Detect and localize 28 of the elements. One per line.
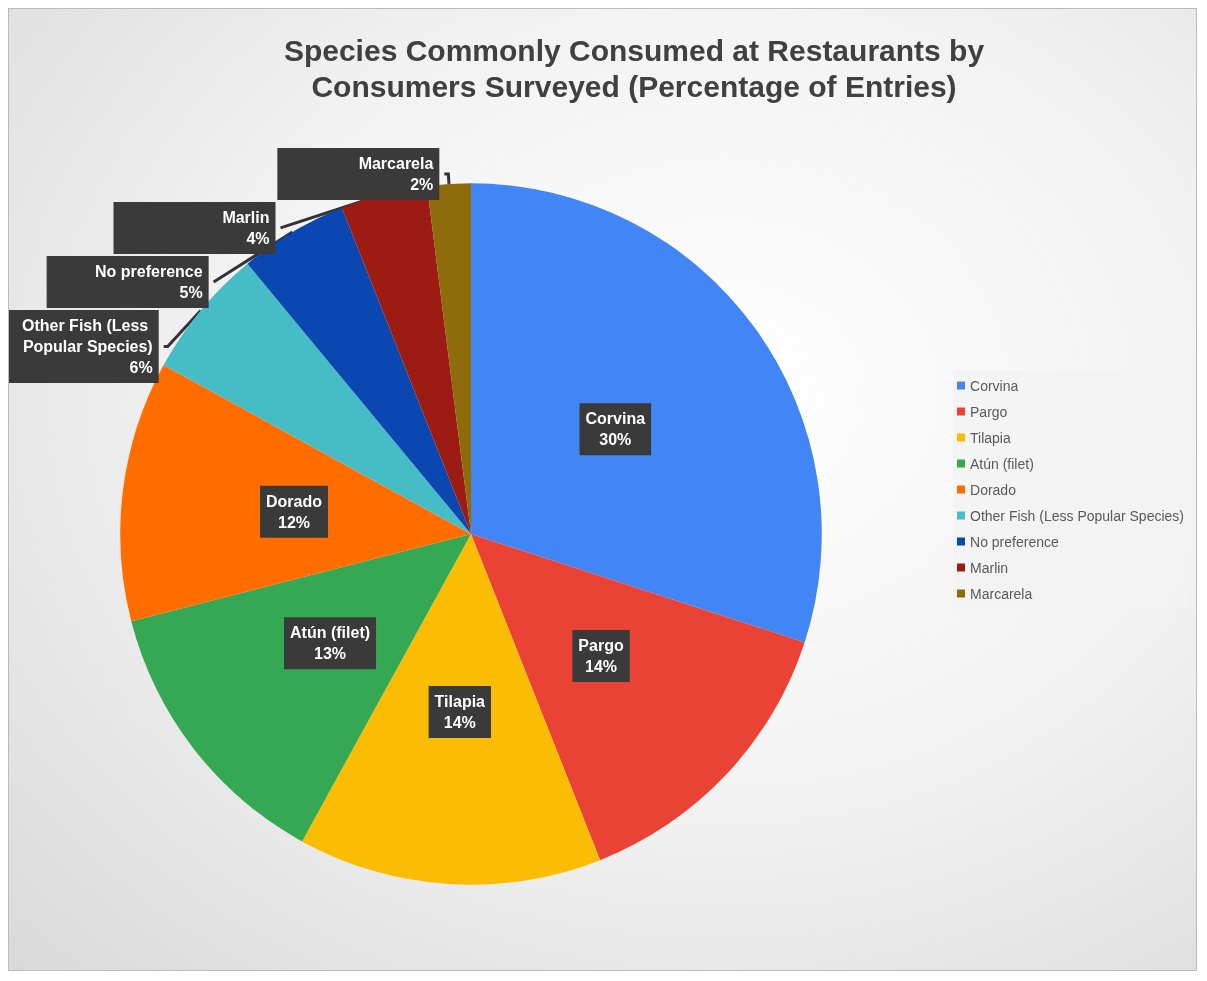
data-label: 14% bbox=[585, 658, 618, 676]
slice-label: Marcarela bbox=[358, 154, 434, 172]
chart-title: Species Commonly Consumed at Restaurants by Consumers Surveyed (Percentage of Entries) bbox=[283, 33, 985, 103]
data-label: 2% bbox=[410, 175, 434, 193]
data-label: 4% bbox=[246, 229, 270, 247]
legend-label: Corvina bbox=[970, 377, 1019, 394]
slice-label: Marlin bbox=[222, 208, 270, 226]
slice-label: Tilapia bbox=[434, 693, 486, 711]
data-label: 6% bbox=[129, 358, 153, 376]
legend-label: Pargo bbox=[970, 403, 1008, 420]
slice-label: Corvina bbox=[585, 410, 646, 428]
legend-label: Atún (filet) bbox=[970, 455, 1034, 472]
legend-label: No preference bbox=[970, 533, 1059, 550]
legend-label: Marcarela bbox=[970, 585, 1033, 602]
data-label: 13% bbox=[314, 645, 347, 663]
data-label: 12% bbox=[278, 513, 311, 531]
slice-label: No preference bbox=[95, 262, 203, 280]
data-label: 14% bbox=[443, 714, 476, 732]
slice-label: Other Fish (Less Popular Species) bbox=[22, 316, 153, 355]
legend-label: Dorado bbox=[970, 481, 1017, 498]
legend-label: Tilapia bbox=[970, 429, 1011, 446]
slice-label: Dorado bbox=[266, 492, 323, 510]
data-label: 30% bbox=[599, 431, 632, 449]
slice-label: Pargo bbox=[578, 637, 624, 655]
data-label: 5% bbox=[179, 283, 203, 301]
legend-label: Other Fish (Less Popular Species) bbox=[970, 507, 1185, 524]
legend-label: Marlin bbox=[970, 559, 1009, 576]
slice-label: Atún (filet) bbox=[290, 624, 371, 642]
